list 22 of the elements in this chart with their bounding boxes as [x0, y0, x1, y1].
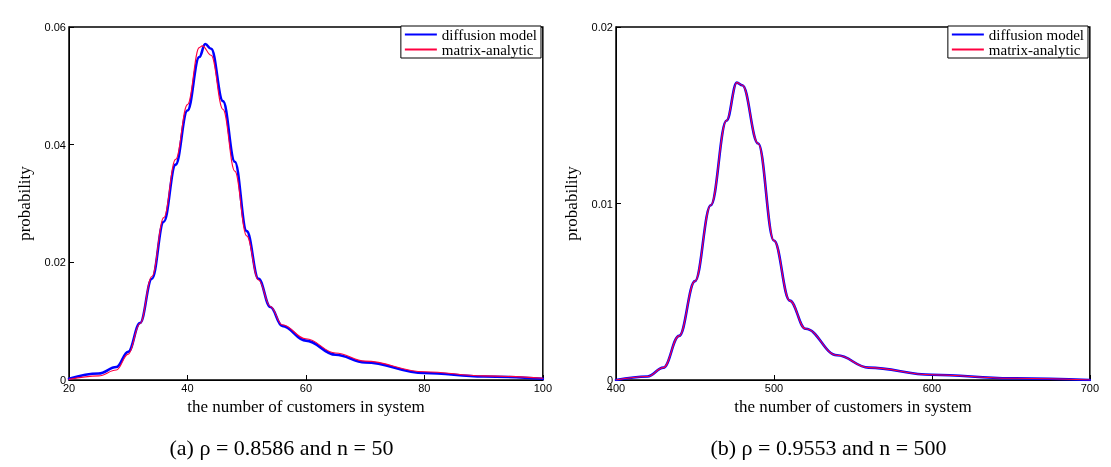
text: (a) ρ = 0.8586 and n = 50 — [169, 434, 394, 460]
x-tick-label: 80 — [418, 381, 431, 394]
x-axis-title: the number of customers in system — [187, 396, 425, 416]
x-tick-label: 60 — [299, 381, 313, 394]
x-tick-label: 40 — [181, 381, 194, 394]
x-tick-label: 600 — [922, 381, 942, 394]
y-tick-label: 0.04 — [44, 138, 66, 151]
y-tick-label: 0.01 — [591, 197, 613, 210]
y-tick-label: 0.02 — [44, 256, 66, 269]
legend-label: matrix-analytic — [988, 41, 1081, 58]
x-tick-label: 700 — [1080, 381, 1099, 394]
y-axis-title: probability — [15, 165, 34, 241]
y-tick-label: 0.02 — [591, 21, 613, 33]
y-axis-title: probability — [562, 165, 581, 241]
legend-label: diffusion model — [988, 26, 1085, 43]
x-axis-title: the number of customers in system — [734, 396, 972, 416]
legend-label: matrix-analytic — [441, 41, 534, 58]
text: (b) ρ = 0.9553 and n = 500 — [710, 434, 947, 460]
y-tick-label: 0.06 — [44, 21, 66, 33]
legend-label: diffusion model — [441, 26, 538, 43]
x-tick-label: 100 — [533, 381, 552, 394]
x-tick-label: 500 — [764, 381, 784, 394]
